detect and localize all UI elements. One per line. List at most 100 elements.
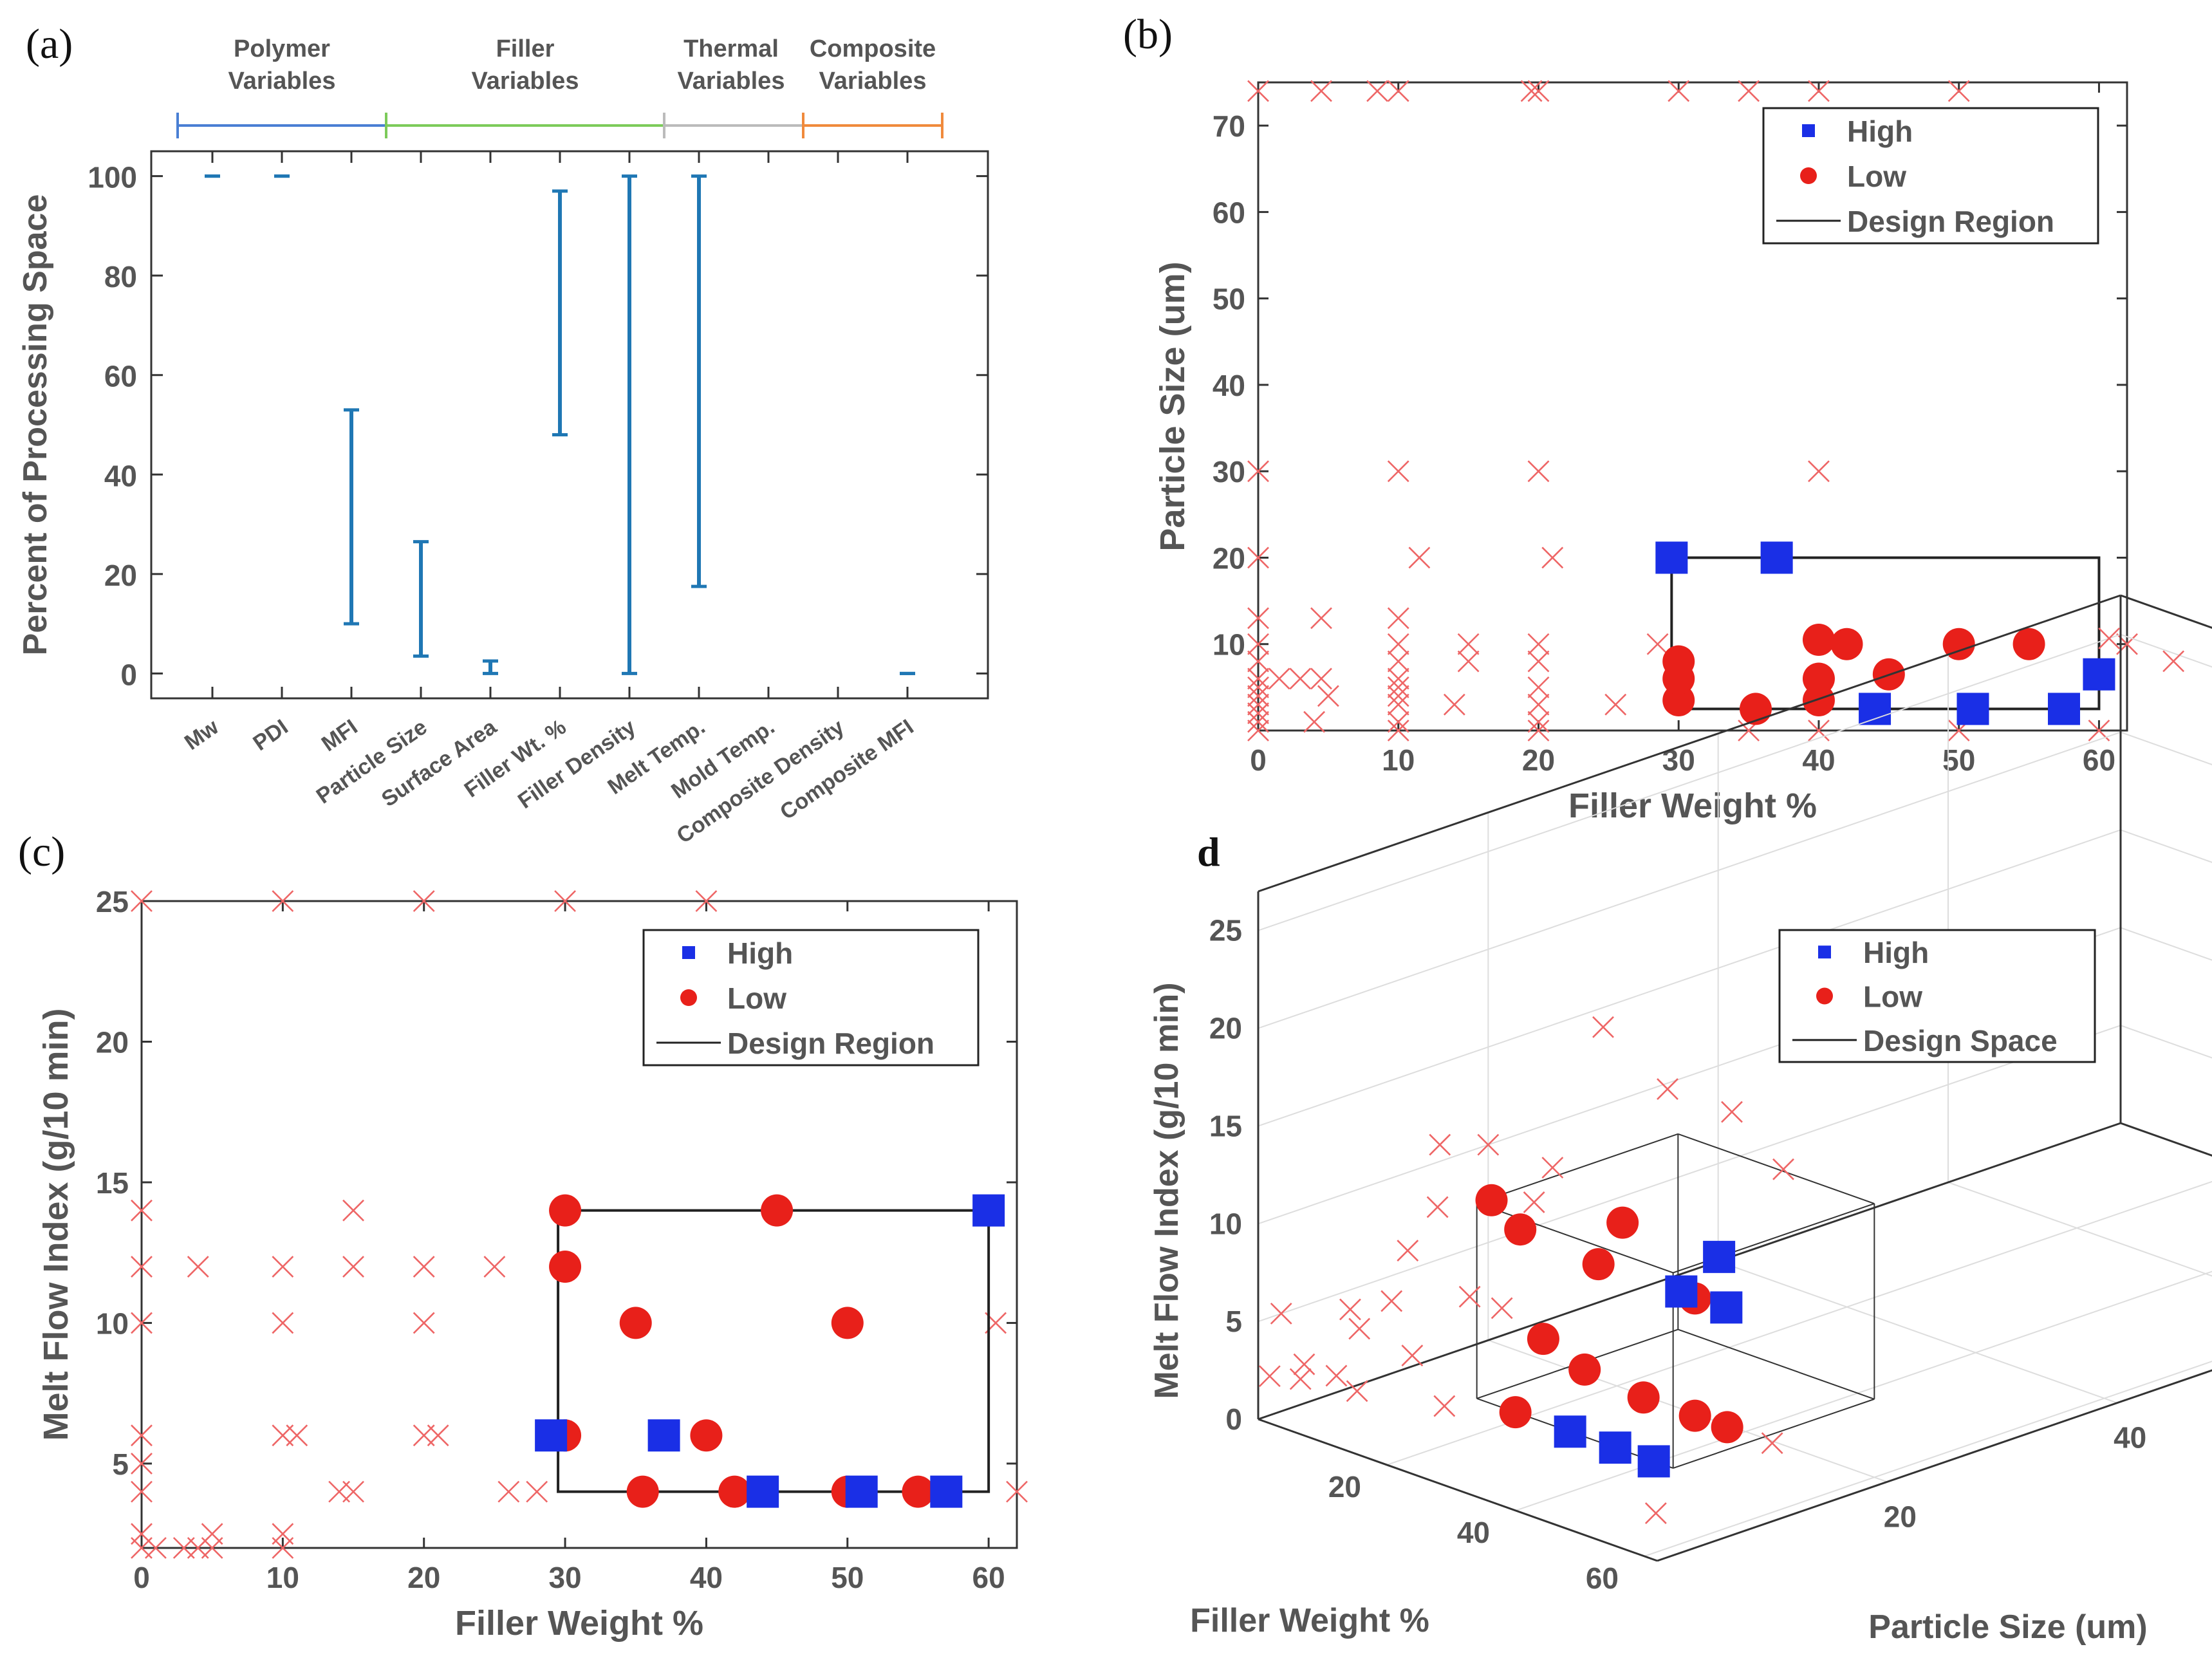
panel-label-b: (b) <box>1123 11 1173 58</box>
x-tick-label: 30 <box>548 1561 581 1594</box>
x-tick-label: 10 <box>1382 743 1415 777</box>
explored-point <box>1006 1480 1028 1503</box>
explored-point <box>1527 633 1550 655</box>
explored-point <box>427 1424 449 1447</box>
explored-point <box>272 1537 294 1559</box>
y-tick-label: 10 <box>96 1307 129 1340</box>
explored-point <box>1247 685 1269 707</box>
group-label: Variables <box>678 68 785 95</box>
explored-point <box>413 1256 435 1278</box>
high-point <box>1710 1291 1743 1324</box>
high-point <box>1637 1445 1670 1478</box>
y-axis-label: Percent of Processing Space <box>17 194 54 656</box>
panel-label-c: (c) <box>18 828 65 875</box>
explored-point <box>1247 693 1269 716</box>
explored-point <box>1443 693 1465 716</box>
explored-point <box>1247 607 1269 629</box>
explored-point <box>1426 1196 1449 1218</box>
y-tick-label: 20 <box>104 559 137 592</box>
explored-point <box>1268 667 1290 690</box>
explored-point <box>272 890 294 912</box>
explored-point <box>1366 80 1388 102</box>
explored-point <box>1808 460 1830 483</box>
explored-point <box>131 1452 153 1475</box>
explored-point <box>1387 693 1409 716</box>
explored-point <box>1387 650 1409 673</box>
y-tick-label: 100 <box>88 161 137 194</box>
explored-point <box>342 1256 364 1278</box>
low-point <box>902 1475 934 1508</box>
group-label: Variables <box>228 68 336 95</box>
y-tick-label: 40 <box>1213 369 1245 402</box>
grid-line <box>1718 1260 2118 1404</box>
explored-point <box>413 1312 435 1334</box>
low-point <box>1942 628 1975 660</box>
y-axis-label: Melt Flow Index (g/10 min) <box>37 1008 75 1440</box>
high-point <box>2048 693 2081 725</box>
z-tick-label: 0 <box>1225 1402 1242 1436</box>
grid-line <box>1258 1025 2212 1323</box>
z-tick-label: 15 <box>1209 1109 1242 1142</box>
explored-point <box>1429 1133 1451 1156</box>
explored-point <box>1270 1302 1292 1325</box>
y-tick-label: 20 <box>1884 1500 1917 1533</box>
z-tick-label: 20 <box>1209 1012 1242 1045</box>
low-point <box>1475 1184 1508 1216</box>
explored-point <box>1293 1353 1315 1375</box>
explored-point <box>1761 1432 1783 1455</box>
y-tick-label: 5 <box>112 1448 129 1481</box>
explored-point <box>286 1424 308 1447</box>
explored-point <box>1247 546 1269 569</box>
legend-high-marker <box>1802 124 1815 137</box>
axis-edge <box>1258 1122 2121 1420</box>
x-tick-label: 60 <box>1586 1561 1619 1595</box>
x-tick-label: 20 <box>407 1561 440 1594</box>
explored-point <box>201 1537 223 1559</box>
design-space-edge <box>1476 1202 1674 1274</box>
panel-d-3d-scatter-chart: 0 5 10 15 20 25 20 40 60 20 40 60 Filler Weight % Par… <box>1148 594 2212 1646</box>
explored-point <box>1397 1240 1419 1262</box>
explored-point <box>2162 650 2185 673</box>
x-tick-label: 20 <box>1328 1470 1361 1504</box>
explored-point <box>1527 650 1550 673</box>
legend-high-marker <box>1818 945 1831 959</box>
axis-edge <box>2120 1122 2212 1157</box>
explored-point <box>272 1312 294 1334</box>
low-point <box>690 1419 723 1452</box>
x-tick-label: 60 <box>2083 743 2115 777</box>
legend-low-label: Low <box>1847 160 1906 193</box>
explored-point <box>554 890 576 912</box>
group-label: Polymer <box>234 35 330 62</box>
x-tick-label: 20 <box>1522 743 1555 777</box>
high-point <box>972 1194 1005 1227</box>
explored-point <box>1721 1101 1743 1123</box>
explored-point <box>1258 1365 1281 1388</box>
axis-edge <box>1657 1369 2212 1562</box>
explored-point <box>1527 676 1550 698</box>
design-space-edge <box>1476 1133 1678 1204</box>
low-point <box>1678 1399 1711 1432</box>
panel-label-a: (a) <box>26 21 73 68</box>
explored-point <box>131 1480 153 1503</box>
x-tick-label: 0 <box>1250 743 1267 777</box>
high-point <box>1956 693 1989 725</box>
explored-point <box>1387 633 1409 655</box>
explored-point <box>1527 711 1550 733</box>
high-point <box>845 1475 878 1508</box>
explored-point <box>342 1480 364 1503</box>
plot-frame <box>140 900 1018 1549</box>
explored-point <box>1387 711 1409 733</box>
explored-point <box>1387 80 1409 102</box>
explored-point <box>1808 80 1830 102</box>
explored-point <box>1458 1285 1481 1308</box>
explored-point <box>1310 667 1332 690</box>
x-tick-label: 50 <box>831 1561 864 1594</box>
x-axis-label: Filler Weight % <box>1568 787 1817 825</box>
high-point <box>2083 658 2115 691</box>
explored-point <box>1387 720 1409 741</box>
explored-point <box>1523 1191 1545 1213</box>
legend-high-label: High <box>1863 936 1929 969</box>
legend-low-label: Low <box>1863 980 1922 1014</box>
explored-point <box>1808 720 1830 741</box>
legend-high-marker <box>682 946 695 959</box>
